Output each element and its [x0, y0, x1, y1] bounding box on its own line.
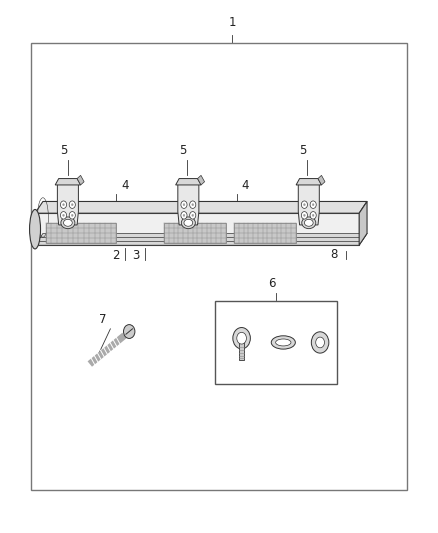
Polygon shape: [57, 183, 78, 225]
Circle shape: [237, 333, 247, 344]
Bar: [234, 223, 296, 243]
Bar: [35, 213, 359, 245]
Ellipse shape: [29, 209, 40, 249]
Ellipse shape: [61, 217, 75, 229]
Circle shape: [316, 337, 325, 348]
Circle shape: [63, 204, 64, 206]
Polygon shape: [318, 175, 325, 185]
Text: 5: 5: [60, 144, 67, 157]
Circle shape: [181, 212, 187, 219]
Circle shape: [301, 201, 307, 208]
Circle shape: [233, 327, 251, 349]
Circle shape: [304, 214, 305, 216]
Circle shape: [312, 214, 314, 216]
Text: 6: 6: [268, 278, 276, 290]
Ellipse shape: [184, 220, 193, 227]
Circle shape: [311, 332, 329, 353]
Circle shape: [190, 212, 196, 219]
Text: 5: 5: [180, 144, 187, 157]
Circle shape: [63, 214, 64, 216]
Text: 5: 5: [300, 144, 307, 157]
Polygon shape: [55, 179, 81, 185]
Text: 3: 3: [132, 249, 139, 262]
Polygon shape: [296, 179, 321, 185]
Polygon shape: [176, 179, 201, 185]
Circle shape: [69, 212, 75, 219]
Bar: [164, 223, 226, 243]
Text: 4: 4: [121, 179, 129, 192]
Circle shape: [310, 212, 316, 219]
Circle shape: [192, 204, 194, 206]
Circle shape: [183, 204, 185, 206]
Circle shape: [71, 214, 73, 216]
Circle shape: [192, 214, 194, 216]
Polygon shape: [35, 201, 367, 213]
Circle shape: [183, 214, 185, 216]
Circle shape: [71, 204, 73, 206]
Bar: [240, 338, 244, 359]
Polygon shape: [359, 201, 367, 245]
Circle shape: [304, 204, 305, 206]
Bar: [46, 223, 116, 243]
Circle shape: [69, 201, 75, 208]
Text: 8: 8: [330, 248, 337, 261]
Ellipse shape: [304, 220, 313, 227]
Ellipse shape: [276, 339, 291, 346]
Circle shape: [310, 201, 316, 208]
Circle shape: [312, 204, 314, 206]
Ellipse shape: [181, 217, 195, 229]
Bar: [215, 301, 337, 384]
Polygon shape: [178, 183, 199, 225]
Polygon shape: [198, 175, 205, 185]
Text: 1: 1: [228, 17, 236, 29]
Circle shape: [124, 325, 135, 338]
Circle shape: [190, 201, 196, 208]
Ellipse shape: [271, 336, 295, 349]
Text: 4: 4: [241, 179, 249, 192]
Polygon shape: [298, 183, 319, 225]
Circle shape: [60, 212, 67, 219]
Text: 7: 7: [99, 313, 107, 326]
Circle shape: [301, 212, 307, 219]
Text: 2: 2: [112, 249, 120, 262]
Ellipse shape: [302, 217, 316, 229]
Circle shape: [60, 201, 67, 208]
Polygon shape: [77, 175, 84, 185]
Circle shape: [181, 201, 187, 208]
Polygon shape: [35, 233, 367, 245]
Ellipse shape: [64, 220, 72, 227]
Bar: [31, 43, 407, 490]
